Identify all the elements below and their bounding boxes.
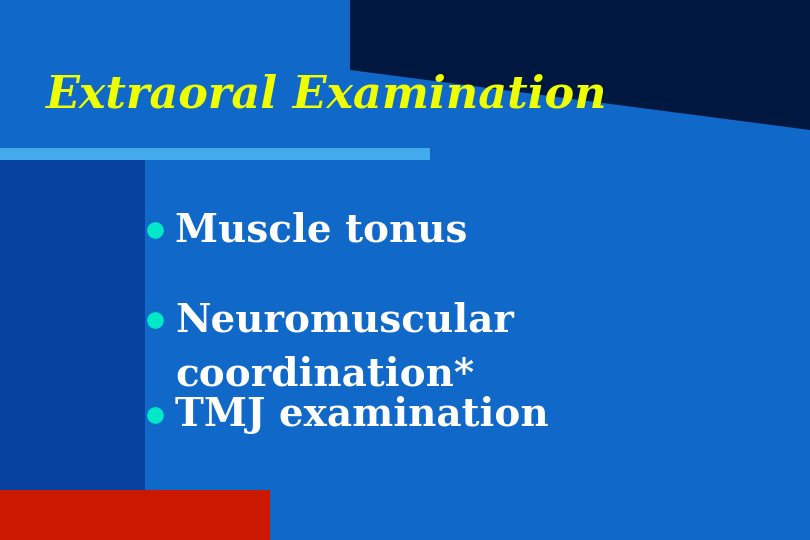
Text: Neuromuscular: Neuromuscular xyxy=(175,301,514,339)
Polygon shape xyxy=(350,0,810,130)
Text: Extraoral Examination: Extraoral Examination xyxy=(45,73,607,117)
Text: TMJ examination: TMJ examination xyxy=(175,396,548,434)
Bar xyxy=(0,160,145,540)
Bar xyxy=(0,148,430,160)
Polygon shape xyxy=(0,160,145,540)
Text: coordination*: coordination* xyxy=(175,356,474,394)
Bar xyxy=(0,490,270,540)
Text: Muscle tonus: Muscle tonus xyxy=(175,211,467,249)
